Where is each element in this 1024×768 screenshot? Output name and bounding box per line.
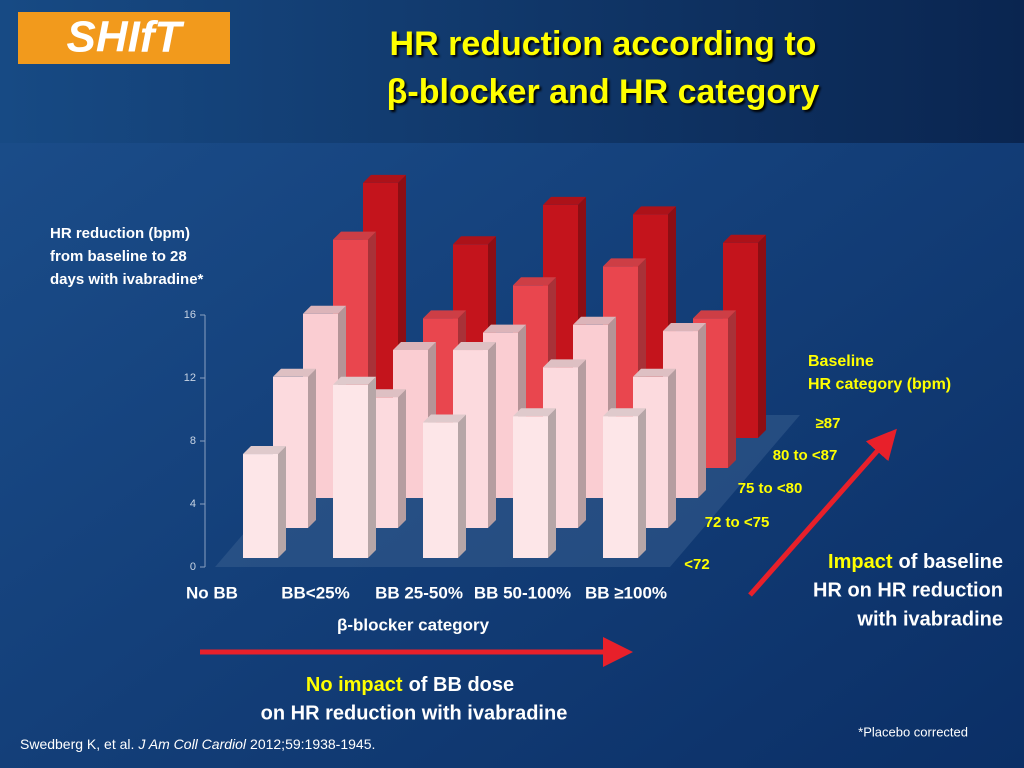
citation: Swedberg K, et al. J Am Coll Cardiol 2012;…: [20, 736, 375, 752]
bar: [513, 408, 556, 558]
y-label: HR reduction (bpm): [50, 225, 190, 242]
bar-top: [273, 368, 316, 377]
logo-box: [18, 12, 230, 64]
y-label: days with ivabradine*: [50, 271, 204, 288]
bars: [243, 174, 766, 558]
bar-top: [543, 196, 586, 205]
citation-authors: Swedberg K, et al.: [20, 736, 134, 752]
bar-side: [488, 342, 496, 528]
bar-front: [513, 416, 548, 558]
bar-top: [423, 310, 466, 319]
bar-top: [363, 174, 406, 183]
annotation-highlight: Impact: [828, 551, 893, 573]
bar: [603, 408, 646, 558]
bar: [423, 414, 466, 558]
bar-top: [393, 341, 436, 350]
bar-side: [278, 446, 286, 558]
bar-top: [603, 258, 646, 267]
bar-side: [638, 408, 646, 558]
bar-top: [303, 305, 346, 314]
bar-side: [548, 408, 556, 558]
bar-top: [243, 446, 286, 455]
bar-front: [603, 416, 638, 558]
annotation-text: with ivabradine: [856, 608, 1003, 630]
bar-side: [698, 323, 706, 498]
citation-details: 2012;59:1938-1945.: [250, 736, 375, 752]
annotation-text: on HR reduction with ivabradine: [261, 702, 568, 724]
bar-side: [368, 376, 376, 558]
annotation-text: HR on HR reduction: [813, 579, 1003, 601]
bar-top: [453, 342, 496, 351]
bar-top: [513, 277, 556, 286]
series-label: 72 to <75: [705, 514, 770, 531]
annotation-text: of BB dose: [409, 674, 515, 696]
bar-top: [693, 310, 736, 319]
bar-top: [723, 234, 766, 243]
bar-top: [543, 359, 586, 368]
y-tick-label: 0: [190, 561, 196, 573]
x-tick-label: BB<25%: [281, 583, 350, 602]
y-tick-label: 12: [184, 372, 196, 384]
series-label: <72: [684, 556, 709, 573]
bar-side: [668, 368, 676, 528]
bar-top: [603, 408, 646, 417]
annotation-highlight: No impact: [306, 674, 403, 696]
series-label: 75 to <80: [738, 480, 803, 497]
bar-side: [308, 368, 316, 528]
title-line: HR reduction according to: [390, 25, 817, 63]
bar-side: [398, 389, 406, 528]
title-line: β-blocker and HR category: [387, 73, 820, 111]
bar-side: [728, 310, 736, 468]
bar-top: [423, 414, 466, 423]
x-label: β-blocker category: [337, 615, 490, 634]
bar-top: [333, 376, 376, 385]
series-label: ≥87: [816, 415, 841, 432]
logo: SHIfT: [67, 13, 185, 62]
x-tick-label: BB 50-100%: [474, 583, 571, 602]
bar-front: [243, 454, 278, 558]
y-label: from baseline to 28: [50, 248, 187, 265]
y-tick-label: 16: [184, 309, 196, 321]
citation-journal: J Am Coll Cardiol: [137, 736, 247, 752]
bar-front: [423, 422, 458, 558]
bar-side: [758, 234, 766, 438]
bar-top: [663, 323, 706, 332]
annotation-text: of baseline: [899, 551, 1003, 573]
annotation: No impact of BB dose: [306, 674, 514, 696]
bar-top: [573, 316, 616, 325]
bar-top: [513, 408, 556, 417]
legend-title: HR category (bpm): [808, 376, 951, 393]
bar: [333, 376, 376, 558]
bar-side: [578, 359, 586, 528]
bar-top: [453, 236, 496, 245]
bar-side: [458, 414, 466, 558]
bar-top: [333, 231, 376, 240]
bar-top: [633, 368, 676, 377]
x-tick-label: BB 25-50%: [375, 583, 463, 602]
y-tick-label: 4: [190, 498, 196, 510]
bar: [243, 446, 286, 558]
bar-top: [633, 206, 676, 215]
series-label: 80 to <87: [773, 447, 838, 464]
x-tick-label: BB ≥100%: [585, 583, 667, 602]
legend-title: Baseline: [808, 353, 874, 370]
arrow: [748, 428, 897, 597]
x-tick-label: No BB: [186, 583, 238, 602]
y-tick-label: 8: [190, 435, 196, 447]
bar-top: [483, 324, 526, 333]
annotation: Impact of baseline: [828, 551, 1003, 573]
footnote: *Placebo corrected: [858, 724, 968, 739]
bar-front: [333, 384, 368, 558]
